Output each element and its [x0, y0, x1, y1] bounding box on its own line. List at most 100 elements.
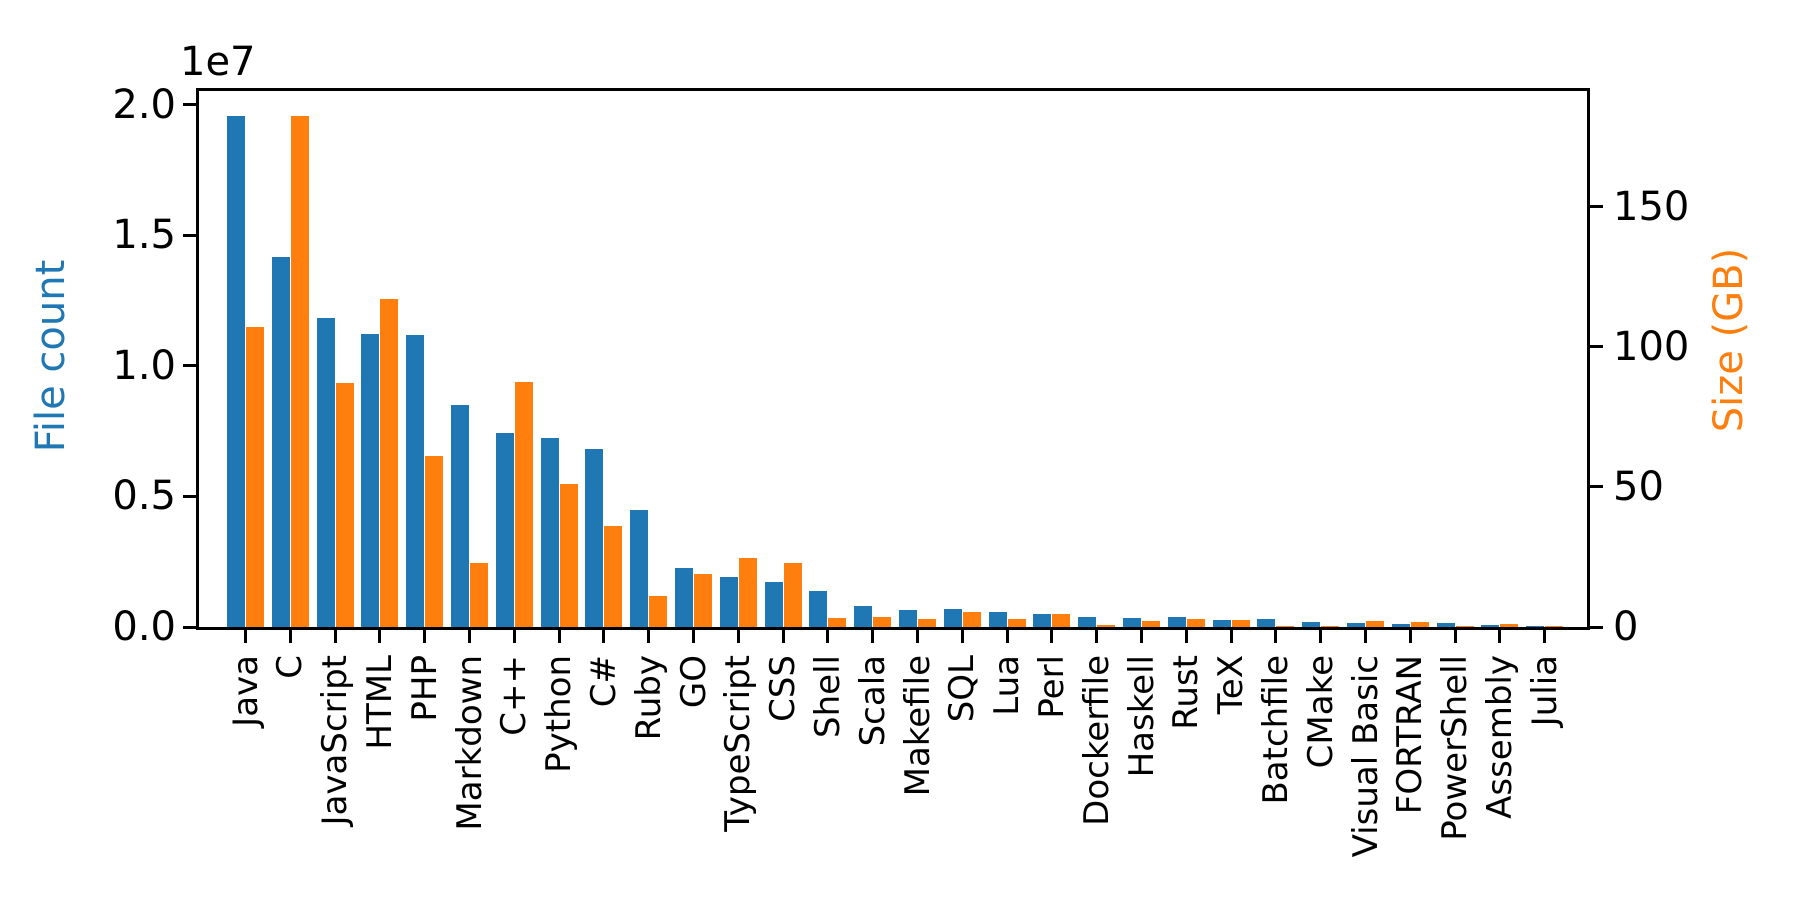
x-tick-Dockerfile [1095, 630, 1099, 643]
right-y-tick-label-50: 50 [1613, 463, 1664, 510]
plot-area [196, 88, 1590, 630]
bar-file-count-Makefile [899, 610, 917, 627]
x-tick-Visual Basic [1364, 630, 1367, 643]
right-y-tick-150 [1590, 205, 1603, 209]
bar-size-gb-FORTRAN [1410, 622, 1429, 627]
bar-size-gb-C [290, 116, 309, 627]
left-y-tick-label-0.5: 0.5 [112, 473, 176, 520]
bar-file-count-Java [227, 116, 245, 627]
x-tick-label-FORTRAN: FORTRAN [1390, 655, 1431, 815]
x-tick-SQL [960, 630, 964, 643]
bar-file-count-Shell [809, 591, 828, 627]
x-tick-label-Ruby: Ruby [628, 655, 669, 741]
x-tick-label-SQL: SQL [942, 655, 983, 723]
right-y-tick-50 [1590, 485, 1603, 489]
x-tick-Rust [1184, 630, 1188, 643]
bar-size-gb-Java [246, 327, 264, 627]
bar-size-gb-C# [604, 526, 623, 627]
x-tick-Lua [1005, 630, 1009, 643]
right-y-tick-label-0: 0 [1613, 604, 1639, 650]
x-tick-Perl [1050, 630, 1054, 643]
x-tick-label-Lua: Lua [987, 655, 1028, 716]
x-tick-label-C#: C# [583, 655, 624, 708]
x-tick-label-Assembly: Assembly [1479, 655, 1520, 819]
x-tick-label-TypeScript: TypeScript [718, 655, 759, 832]
bar-file-count-JavaScript [316, 318, 335, 627]
x-tick-label-Makefile: Makefile [897, 655, 938, 797]
bar-file-count-CMake [1302, 622, 1321, 627]
x-tick-label-GO: GO [673, 655, 714, 709]
x-tick-label-Python: Python [539, 655, 580, 773]
bar-file-count-GO [675, 568, 693, 627]
bar-size-gb-Haskell [1142, 621, 1160, 627]
x-tick-label-Dockerfile: Dockerfile [1076, 655, 1117, 826]
x-tick-label-Visual Basic: Visual Basic [1345, 655, 1386, 858]
right-y-tick-label-150: 150 [1613, 183, 1690, 230]
left-y-tick-label-0.0: 0.0 [112, 604, 176, 650]
x-tick-label-CMake: CMake [1300, 655, 1341, 769]
bar-size-gb-Python [559, 484, 578, 627]
right-y-tick-100 [1590, 345, 1603, 349]
bar-file-count-Assembly [1481, 625, 1500, 627]
left-y-tick-label-1.5: 1.5 [112, 212, 176, 259]
x-tick-label-HTML: HTML [359, 655, 400, 750]
bar-file-count-HTML [361, 334, 380, 627]
bar-file-count-Rust [1167, 617, 1186, 627]
x-tick-Ruby [647, 630, 651, 643]
x-tick-label-C++: C++ [494, 655, 535, 736]
bar-file-count-PowerShell [1436, 623, 1455, 627]
bar-file-count-Dockerfile [1078, 617, 1097, 627]
left-y-tick-label-2.0: 2.0 [112, 81, 176, 128]
bar-size-gb-Perl [1052, 614, 1071, 627]
bar-file-count-TeX [1212, 620, 1231, 627]
x-tick-label-PHP: PHP [404, 655, 445, 722]
left-y-tick-label-1.0: 1.0 [112, 342, 176, 389]
x-tick-Assembly [1498, 630, 1502, 643]
left-y-tick-1.5 [183, 233, 196, 237]
left-y-tick-0.0 [183, 625, 196, 629]
bar-file-count-Visual Basic [1347, 623, 1365, 627]
x-tick-Python [557, 630, 561, 643]
bar-file-count-Scala [854, 606, 873, 627]
bar-size-gb-TeX [1231, 620, 1250, 627]
x-tick-FORTRAN [1408, 630, 1412, 643]
bar-file-count-C# [585, 449, 604, 627]
bar-size-gb-Visual Basic [1366, 621, 1384, 627]
right-y-tick-0 [1590, 625, 1603, 629]
bar-file-count-SQL [943, 609, 962, 627]
bar-size-gb-PHP [425, 456, 444, 627]
bar-file-count-Haskell [1123, 618, 1141, 627]
x-tick-label-TeX: TeX [1211, 655, 1252, 715]
x-tick-Makefile [916, 630, 919, 643]
x-tick-C [288, 630, 292, 643]
bar-file-count-TypeScript [719, 577, 738, 627]
y-axis-offset-text: 1e7 [180, 39, 256, 85]
bar-size-gb-Assembly [1500, 624, 1519, 627]
bar-size-gb-Julia [1545, 626, 1564, 627]
x-tick-Batchfile [1274, 630, 1278, 643]
bar-file-count-FORTRAN [1391, 624, 1410, 627]
right-y-axis-label: Size (GB) [1706, 247, 1752, 433]
x-tick-Julia [1543, 630, 1547, 643]
x-tick-Shell [826, 630, 830, 643]
x-tick-label-PowerShell: PowerShell [1435, 655, 1476, 841]
x-tick-label-Rust: Rust [1166, 655, 1207, 730]
x-tick-Scala [871, 630, 875, 643]
bar-size-gb-CMake [1321, 626, 1340, 627]
bar-file-count-Ruby [630, 510, 649, 627]
x-tick-CMake [1319, 630, 1323, 643]
x-tick-Haskell [1140, 630, 1143, 643]
bar-size-gb-TypeScript [738, 558, 757, 627]
x-tick-label-CSS: CSS [763, 655, 804, 722]
x-tick-C++ [512, 630, 516, 643]
bar-file-count-C [271, 257, 290, 627]
bar-size-gb-Markdown [470, 563, 488, 627]
bar-file-count-C++ [495, 433, 514, 627]
bar-file-count-Perl [1033, 614, 1052, 627]
bar-file-count-CSS [764, 582, 783, 627]
x-tick-label-Batchfile: Batchfile [1255, 655, 1296, 805]
bar-file-count-PHP [406, 335, 425, 627]
x-tick-label-Perl: Perl [1031, 655, 1072, 719]
x-tick-Java [244, 630, 247, 643]
